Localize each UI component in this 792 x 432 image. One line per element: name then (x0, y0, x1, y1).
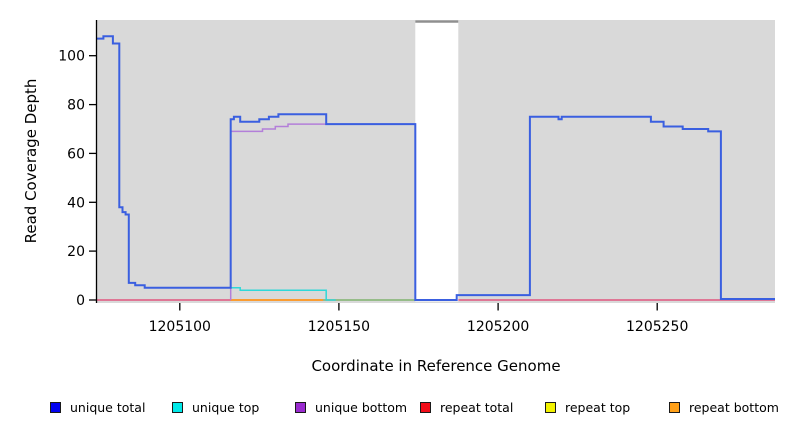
series-unique-top-line (230, 287, 336, 301)
legend-swatch-unique-top (172, 401, 183, 413)
legend-swatch-repeat-top (545, 401, 556, 413)
y-tick-label: 60 (67, 146, 85, 162)
legend-label: repeat top (565, 399, 631, 415)
legend-swatch-unique-total (50, 401, 61, 413)
gap-band (415, 14, 459, 302)
legend-item-unique-total: unique total (50, 398, 145, 416)
legend-swatch-repeat-bottom (669, 401, 680, 413)
legend-label: unique top (192, 399, 260, 415)
legend-label: unique total (70, 399, 146, 415)
y-tick-label: 40 (67, 195, 85, 211)
y-tick-label: 80 (67, 98, 85, 114)
legend-label: unique bottom (315, 399, 408, 415)
x-axis-title: Coordinate in Reference Genome (311, 357, 561, 375)
legend-item-unique-top: unique top (172, 398, 259, 416)
legend-item-unique-bottom: unique bottom (295, 398, 407, 416)
x-tick-label: 1205250 (626, 319, 688, 335)
series-unique-total-line (97, 35, 775, 301)
y-tick-label: 0 (76, 293, 85, 309)
x-tick-label: 1205100 (149, 319, 211, 335)
legend-label: repeat total (440, 399, 514, 415)
legend-item-repeat-bottom: repeat bottom (669, 398, 779, 416)
legend-label: repeat bottom (689, 399, 779, 415)
x-tick-label: 1205150 (308, 319, 370, 335)
legend-swatch-unique-bottom (295, 401, 306, 413)
legend: unique total unique top unique bottom repea… (0, 398, 792, 418)
y-tick-label: 100 (58, 49, 85, 65)
y-tick-label: 20 (67, 244, 85, 260)
y-axis-title: Read Coverage Depth (22, 78, 40, 244)
legend-item-repeat-total: repeat total (420, 398, 513, 416)
x-tick-label: 1205200 (467, 319, 529, 335)
legend-swatch-repeat-total (420, 401, 431, 413)
legend-item-repeat-top: repeat top (545, 398, 630, 416)
